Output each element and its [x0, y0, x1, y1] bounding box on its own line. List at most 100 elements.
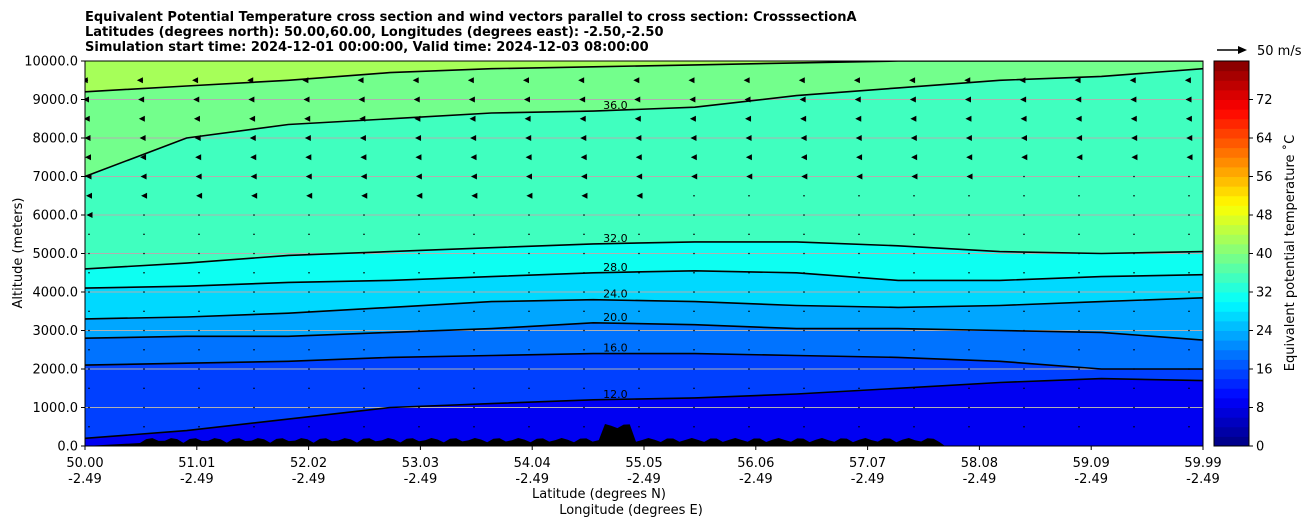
- wind-vector: [363, 233, 365, 236]
- wind-vector-head: [635, 135, 642, 141]
- wind-vector: [143, 406, 145, 409]
- wind-vector-head: [800, 154, 807, 161]
- wind-vector-head: [250, 154, 257, 161]
- wind-vector-head: [192, 77, 199, 84]
- wind-vector: [583, 368, 585, 370]
- wind-vector: [693, 214, 695, 216]
- wind-vector: [1023, 406, 1025, 409]
- wind-vector: [748, 291, 750, 293]
- colorbar-segment: [1214, 61, 1249, 72]
- wind-vector: [748, 252, 750, 255]
- wind-vector-head: [302, 77, 309, 84]
- wind-vector: [143, 214, 145, 216]
- wind-vector: [1078, 214, 1080, 216]
- colorbar-segment: [1214, 89, 1249, 100]
- wind-vector: [1023, 425, 1025, 428]
- wind-vector-head: [636, 173, 643, 180]
- wind-vector-head: [247, 77, 254, 84]
- colorbar-segment: [1214, 417, 1249, 428]
- wind-vector: [418, 329, 420, 332]
- wind-vector-head: [306, 192, 313, 199]
- wind-vector: [1133, 233, 1135, 236]
- wind-vector: [253, 271, 255, 274]
- wind-vector: [418, 233, 420, 236]
- wind-vector: [748, 271, 750, 274]
- wind-vector-head: [471, 192, 478, 199]
- wind-vector: [583, 271, 585, 274]
- wind-vector-head: [579, 115, 586, 122]
- wind-vector: [253, 348, 255, 351]
- wind-vector-head: [193, 115, 200, 122]
- y-tick-label: 9000.0: [33, 93, 79, 108]
- colorbar-segment: [1214, 253, 1249, 264]
- wind-vector-head: [799, 96, 806, 103]
- y-tick-label: 7000.0: [33, 170, 79, 185]
- chart-title-line-1: Equivalent Potential Temperature cross s…: [85, 10, 857, 25]
- wind-vector: [968, 387, 970, 390]
- wind-vector: [1133, 368, 1135, 370]
- wind-vector-head: [1020, 96, 1027, 103]
- colorbar-tick-label: 16: [1256, 363, 1273, 378]
- wind-vector: [143, 329, 145, 332]
- wind-vector-head: [911, 154, 918, 161]
- wind-vector-head: [136, 77, 143, 84]
- x-tick-label-lat: 59.09: [1073, 456, 1110, 471]
- wind-vector: [748, 406, 750, 409]
- terrain: [85, 424, 945, 446]
- wind-vector: [1188, 348, 1190, 351]
- wind-vector: [693, 233, 695, 236]
- x-tick-label-lat: 59.99: [1184, 456, 1221, 471]
- wind-vector: [1133, 175, 1135, 178]
- wind-vector-head: [523, 77, 529, 84]
- colorbar-segment: [1214, 320, 1249, 331]
- wind-vector-head: [909, 96, 916, 103]
- x-tick-label-lon: -2.49: [1186, 472, 1220, 487]
- wind-vector: [143, 348, 145, 351]
- wind-vector: [1078, 271, 1080, 274]
- wind-vector-head: [1075, 96, 1082, 103]
- wind-vector-head: [1074, 77, 1081, 84]
- colorbar-tick-label: 0: [1256, 440, 1264, 455]
- wind-key-label: 50 m/s: [1257, 44, 1302, 59]
- wind-vector: [913, 233, 915, 236]
- wind-vector: [1188, 425, 1190, 428]
- wind-vector-head: [745, 115, 752, 122]
- wind-vector: [1188, 310, 1190, 313]
- wind-vector-head: [746, 173, 753, 180]
- y-tick-label: 4000.0: [33, 286, 79, 301]
- wind-vector: [418, 310, 420, 313]
- wind-vector-head: [305, 173, 312, 180]
- wind-vector-head: [578, 77, 585, 84]
- wind-vector-head: [304, 135, 311, 141]
- wind-vector: [583, 425, 585, 428]
- wind-vector: [308, 348, 310, 351]
- wind-vector: [1133, 406, 1135, 409]
- wind-vector: [363, 214, 365, 216]
- contour-line-40: [85, 61, 1203, 93]
- wind-vector-head: [1129, 77, 1136, 84]
- contour-label-32: 32.0: [603, 232, 628, 245]
- wind-vector-head: [524, 115, 531, 122]
- wind-vector-head: [195, 173, 202, 180]
- colorbar-segment: [1214, 263, 1249, 274]
- wind-vector: [418, 271, 420, 274]
- colorbar-segment: [1214, 215, 1249, 226]
- wind-vector-head: [359, 135, 366, 141]
- colorbar-segment: [1214, 118, 1249, 129]
- terrain-fill: [85, 424, 945, 446]
- wind-vector: [308, 387, 310, 390]
- wind-vector: [253, 368, 255, 370]
- wind-vector-head: [856, 154, 863, 161]
- wind-vector: [253, 387, 255, 390]
- x-tick-label-lat: 56.06: [737, 456, 774, 471]
- wind-vector-head: [415, 154, 422, 161]
- wind-vector-head: [744, 96, 751, 103]
- colorbar-segment: [1214, 224, 1249, 235]
- wind-vector-head: [251, 192, 258, 199]
- contour-line-16: [85, 352, 1203, 370]
- wind-vector-head: [85, 135, 91, 141]
- wind-vector-head: [1076, 154, 1083, 161]
- wind-vector-head: [85, 115, 90, 122]
- wind-vector: [198, 425, 200, 428]
- colorbar-tick-label: 40: [1256, 247, 1273, 262]
